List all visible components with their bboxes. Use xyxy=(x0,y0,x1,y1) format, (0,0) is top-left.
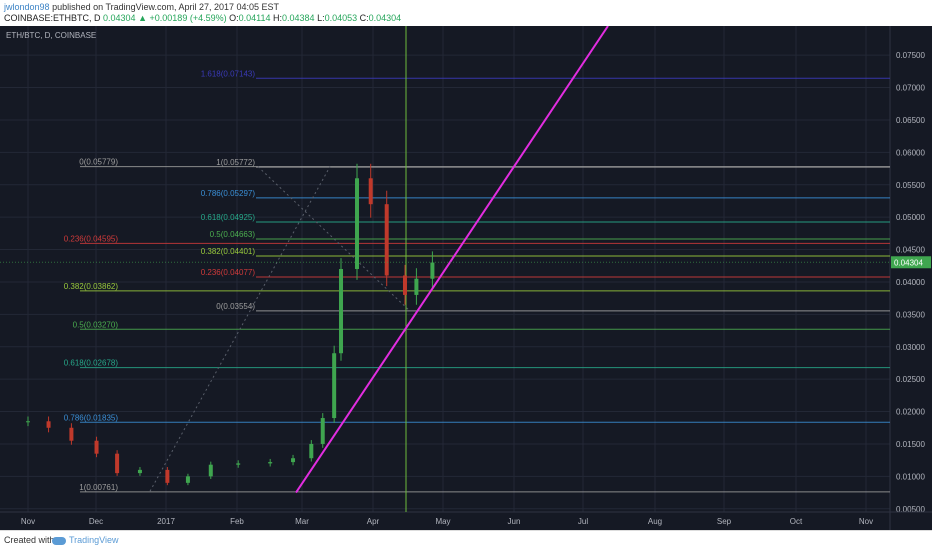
candle-body xyxy=(69,427,74,441)
x-tick-label: 2017 xyxy=(157,517,175,526)
chart-header: jwlondon98 published on TradingView.com,… xyxy=(0,0,932,26)
y-tick-label: 0.07500 xyxy=(896,51,925,60)
chart-svg: 0.07500 0.07000 0.06500 0.06000 0.05500 0.050… xyxy=(0,26,932,530)
x-tick-label: Sep xyxy=(717,517,732,526)
y-tick-label: 0.04000 xyxy=(896,278,925,287)
ticker-text: COINBASE:ETHBTC, D xyxy=(4,13,101,23)
last-price-tag-label: 0.04304 xyxy=(894,258,923,267)
brand-text: TradingView xyxy=(69,535,119,545)
y-tick-label: 0.02000 xyxy=(896,408,925,417)
fib-left-label: 0(0.05779) xyxy=(79,158,118,167)
y-tick-label: 0.07000 xyxy=(896,84,925,93)
candle-body xyxy=(320,418,325,444)
y-tick-label: 0.05000 xyxy=(896,213,925,222)
chart-plot-area[interactable]: 0.07500 0.07000 0.06500 0.06000 0.05500 0.050… xyxy=(0,26,932,530)
open-value: 0.04114 xyxy=(238,13,271,23)
candle-body xyxy=(208,464,213,477)
candle-body xyxy=(137,469,142,474)
x-tick-label: Nov xyxy=(859,517,873,526)
y-tick-label: 0.01000 xyxy=(896,472,925,481)
candle-body xyxy=(332,353,337,419)
y-tick-label: 0.06500 xyxy=(896,116,925,125)
x-tick-label: Jul xyxy=(578,517,588,526)
last-value: 0.04304 xyxy=(103,13,136,23)
fib-right-label: 1(0.05772) xyxy=(216,158,255,167)
y-tick-label: 0.03000 xyxy=(896,343,925,352)
fib-left-label: 0.786(0.01835) xyxy=(64,413,119,422)
footer-bar: Created with TradingView xyxy=(0,530,932,551)
y-tick-label: 0.04500 xyxy=(896,246,925,255)
fib-right-label: 0.618(0.04925) xyxy=(201,213,256,222)
candle-body xyxy=(355,178,360,269)
candle-body xyxy=(185,476,190,483)
low-value: 0.04053 xyxy=(324,13,358,23)
y-tick-label: 0.01500 xyxy=(896,440,925,449)
chart-background xyxy=(0,26,932,530)
candle-body xyxy=(291,458,296,463)
fib-left-label: 0.618(0.02678) xyxy=(64,359,119,368)
author-link[interactable]: jwlondon98 xyxy=(4,2,50,12)
candle-body xyxy=(430,262,435,279)
y-tick-label: 0.05500 xyxy=(896,181,925,190)
x-tick-label: May xyxy=(435,517,450,526)
fib-left-label: 1(0.00761) xyxy=(79,483,118,492)
x-tick-label: Feb xyxy=(230,517,244,526)
high-value: 0.04384 xyxy=(282,13,315,23)
open-label: O: xyxy=(229,13,239,23)
published-text: published on TradingView.com, April 27, … xyxy=(52,2,280,12)
candle-body xyxy=(402,275,407,295)
candle-body xyxy=(115,453,120,474)
high-label: H: xyxy=(273,13,283,23)
x-tick-label: Oct xyxy=(790,517,803,526)
x-tick-label: Apr xyxy=(367,517,380,526)
fib-left-label: 0.382(0.03862) xyxy=(64,282,119,291)
x-tick-label: Aug xyxy=(648,517,662,526)
publish-line: jwlondon98 published on TradingView.com,… xyxy=(4,2,279,12)
candle-body xyxy=(268,462,273,464)
y-tick-label: 0.02500 xyxy=(896,375,925,384)
candle-body xyxy=(46,421,51,428)
up-arrow-icon: ▲ xyxy=(138,13,148,23)
ohlc-line: COINBASE:ETHBTC, D 0.04304 ▲ +0.00189 (+… xyxy=(4,13,401,23)
y-tick-label: 0.00500 xyxy=(896,505,925,514)
y-tick-label: 0.03500 xyxy=(896,310,925,319)
candle-body xyxy=(236,463,241,465)
cloud-icon xyxy=(52,536,66,545)
close-value: 0.04304 xyxy=(368,13,402,23)
fib-right-label: 1.618(0.07143) xyxy=(201,69,256,78)
change-value: +0.00189 (+4.59%) xyxy=(149,13,227,23)
symbol-label: ETH/BTC, D, COINBASE xyxy=(6,31,96,40)
fib-right-label: 0.236(0.04077) xyxy=(201,268,256,277)
candle-body xyxy=(414,278,419,295)
created-with-text: Created with xyxy=(4,535,55,545)
fib-left-label: 0.236(0.04595) xyxy=(64,234,119,243)
x-tick-label: Nov xyxy=(21,517,35,526)
y-tick-label: 0.06000 xyxy=(896,148,925,157)
low-label: L: xyxy=(317,13,325,23)
fib-right-label: 0.786(0.05297) xyxy=(201,189,256,198)
candle-body xyxy=(309,443,314,459)
fib-right-label: 0.5(0.04663) xyxy=(210,230,256,239)
tradingview-logo[interactable]: TradingView xyxy=(52,535,119,545)
candle-body xyxy=(368,178,373,205)
candle-body xyxy=(339,269,344,354)
candle-body xyxy=(94,440,99,454)
fib-right-label: 0.382(0.04401) xyxy=(201,247,256,256)
trend-line xyxy=(295,26,609,494)
fib-tool-dashed-line xyxy=(149,166,331,492)
close-label: C: xyxy=(359,13,369,23)
fib-left-label: 0.5(0.03270) xyxy=(73,320,119,329)
candle-body xyxy=(384,204,389,276)
last-price-tag xyxy=(891,256,931,269)
x-tick-label: Jun xyxy=(508,517,521,526)
x-tick-label: Mar xyxy=(295,517,309,526)
fib-right-label: 0(0.03554) xyxy=(216,302,255,311)
candle-body xyxy=(26,421,30,423)
candle-body xyxy=(165,469,170,483)
x-tick-label: Dec xyxy=(89,517,103,526)
